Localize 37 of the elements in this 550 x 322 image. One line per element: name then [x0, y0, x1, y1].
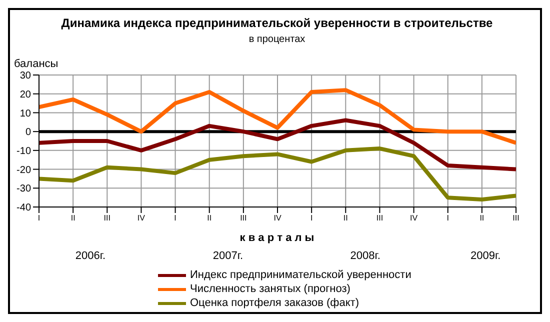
x-tick-label: I — [38, 214, 40, 223]
text: 2007г. — [212, 250, 244, 262]
x-tick-label: II — [70, 214, 76, 223]
x-tick-label: III — [240, 214, 247, 223]
text: 2009г. — [470, 250, 502, 262]
y-tick-label: -30 — [16, 184, 32, 195]
x-tick-label: IV — [410, 214, 418, 223]
y-tick-label: -40 — [16, 202, 32, 214]
y-tick-label: 20 — [20, 89, 32, 100]
line-series — [39, 146, 516, 202]
y-tick-label: -10 — [16, 146, 32, 157]
x-tick-label: I — [310, 214, 313, 223]
y-axis-title: балансы — [14, 58, 58, 70]
y-tick-label: 0 — [25, 127, 32, 138]
x-tick-label: III — [376, 214, 384, 223]
x-axis-title: к в а р т а л ы — [238, 232, 316, 244]
x-tick-label: IV — [274, 214, 282, 223]
y-tick-label: 30 — [20, 70, 32, 82]
x-tick-label: I — [446, 214, 449, 223]
line-series — [39, 118, 516, 172]
chart-subtitle: в процентах — [248, 34, 306, 45]
text: 2006г. — [74, 250, 107, 262]
y-tick-label: 10 — [20, 108, 32, 120]
x-tick-label: II — [480, 214, 484, 223]
legend-label: Оценка портфеля заказов (факт) — [190, 296, 359, 310]
x-tick-label: III — [512, 214, 520, 223]
x-tick-label: I — [174, 214, 176, 223]
x-tick-label: III — [104, 214, 110, 223]
x-tick-label: II — [343, 214, 348, 223]
chart-title: Динамика индекса предпринимательской уверенности в строительстве — [60, 16, 494, 30]
legend-label: Индекс предпринимательской уверенности — [190, 268, 412, 282]
x-tick-label: IV — [137, 214, 146, 223]
line-series — [39, 88, 516, 145]
y-tick-label: -20 — [16, 164, 32, 176]
legend-label: Численность занятых (прогноз) — [190, 282, 350, 296]
x-tick-label: II — [207, 214, 212, 223]
text: 2008г. — [349, 250, 382, 262]
